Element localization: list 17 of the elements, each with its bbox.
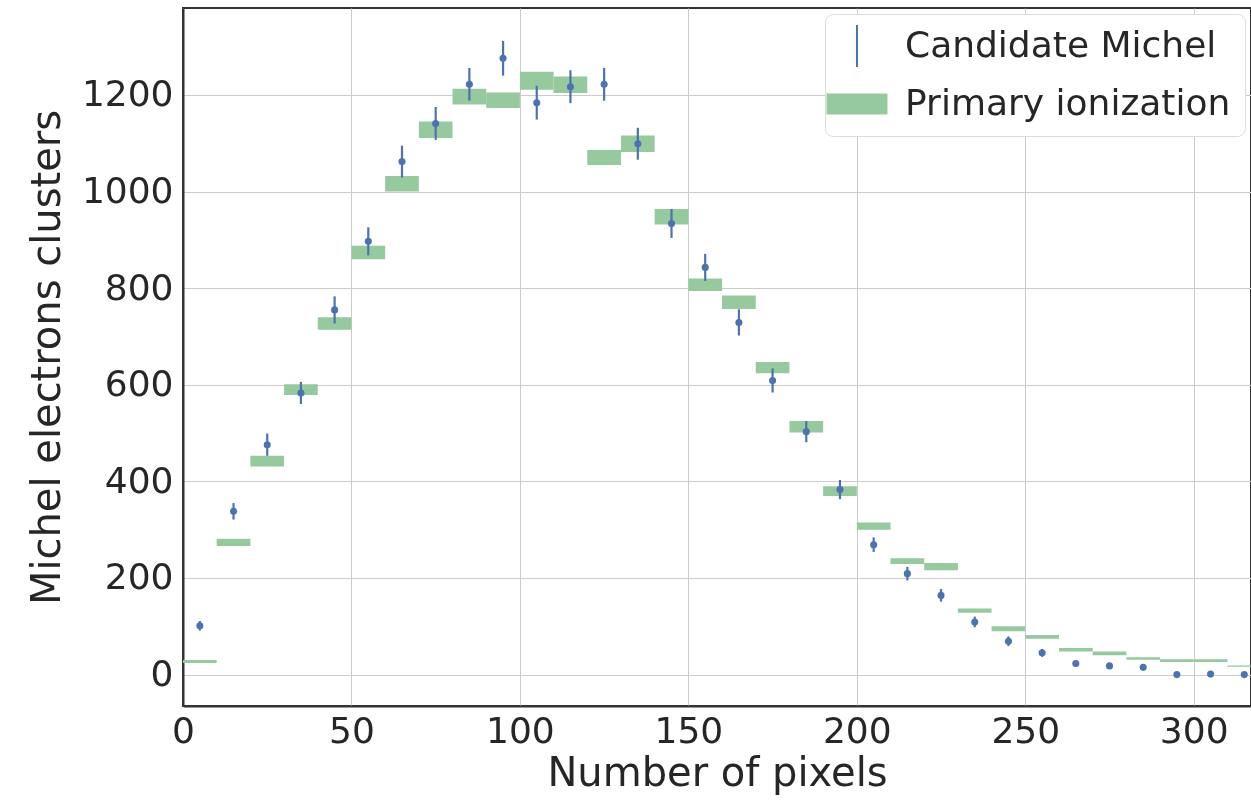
- legend-label: Candidate Michel: [905, 24, 1217, 65]
- y-tick-label: 400: [104, 459, 174, 501]
- x-tick-label: 250: [991, 709, 1061, 751]
- x-tick-label: 50: [329, 709, 375, 751]
- x-tick-label: 300: [1159, 709, 1229, 751]
- y-tick-label: 1200: [81, 73, 174, 115]
- y-tick-label: 200: [104, 556, 174, 598]
- y-tick-label: 1000: [81, 170, 174, 212]
- x-axis-title: Number of pixels: [547, 748, 888, 795]
- y-axis-title: Michel electrons clusters: [22, 109, 69, 606]
- x-tick-label: 150: [654, 709, 724, 751]
- y-tick-label: 0: [150, 653, 174, 695]
- y-tick-label: 600: [104, 363, 174, 405]
- legend-label: Primary ionization: [905, 82, 1231, 123]
- y-tick-label: 800: [104, 266, 174, 308]
- x-tick-label: 200: [822, 709, 892, 751]
- x-tick-label: 100: [486, 709, 555, 751]
